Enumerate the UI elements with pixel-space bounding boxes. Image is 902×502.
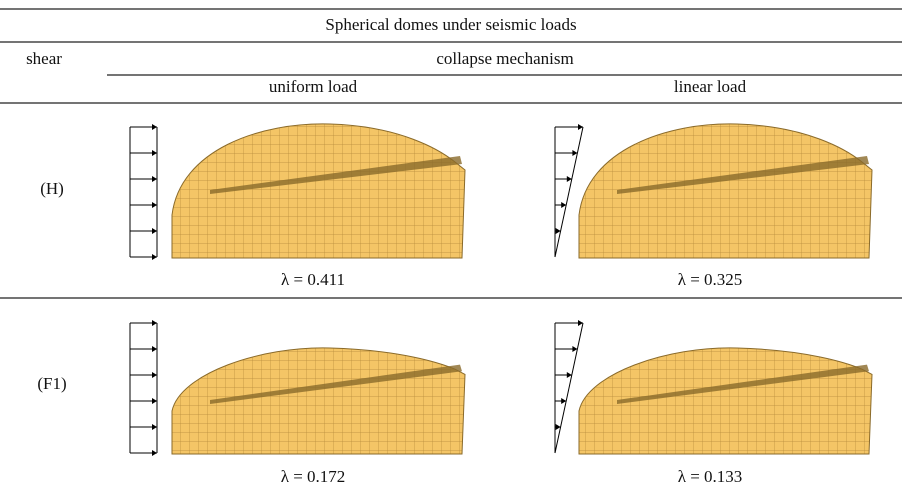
arrow-head [152, 176, 157, 182]
arrow-head [152, 202, 157, 208]
shear-header: shear [26, 49, 62, 68]
cell-label: λ = 0.133 [678, 467, 743, 486]
arrow-head [152, 424, 157, 430]
column-header: linear load [674, 77, 747, 96]
cell-label: λ = 0.411 [281, 270, 345, 289]
arrow-head [152, 346, 157, 352]
arrow-head [152, 124, 157, 130]
arrow-head [152, 228, 157, 234]
arrow-head [152, 254, 157, 260]
row-label: (F1) [37, 374, 66, 393]
arrow-head [152, 320, 157, 326]
cell-label: λ = 0.325 [678, 270, 743, 289]
arrow-head [152, 398, 157, 404]
table-figure: Spherical domes under seismic loads shea… [0, 0, 902, 497]
arrow-head [152, 450, 157, 456]
table-title: Spherical domes under seismic loads [325, 15, 576, 34]
row-label: (H) [40, 179, 64, 198]
cell-label: λ = 0.172 [281, 467, 346, 486]
column-header: uniform load [269, 77, 358, 96]
group-header: collapse mechanism [436, 49, 573, 68]
arrow-head [152, 150, 157, 156]
arrow-head [152, 372, 157, 378]
